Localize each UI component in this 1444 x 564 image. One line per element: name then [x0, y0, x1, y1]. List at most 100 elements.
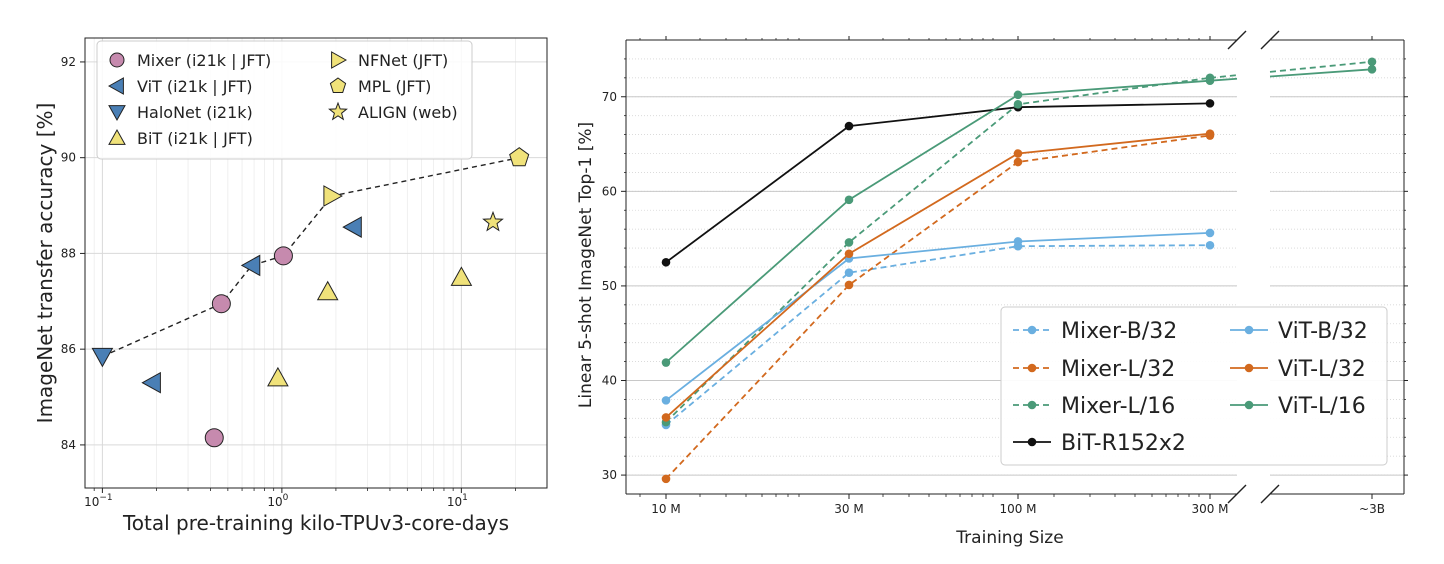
right-legend-frame [1000, 306, 1388, 466]
left-legend-frame [96, 40, 473, 160]
left-chart: 10−1 100 101 84 86 88 90 92 Mixer (i21k | JFT) V… [33, 37, 548, 535]
left-x-tick-label: 101 [447, 493, 468, 509]
right-chart: 30 40 50 60 70 10 M 30 M 100 M 300 M ~3B Mixer-B/… [576, 30, 1408, 548]
right-y-tick-label: 60 [602, 184, 617, 198]
point-nfnet-jft [323, 185, 343, 207]
legend-label-bit-i21k-jft: BiT (i21k | JFT) [137, 129, 253, 148]
left-y-tick-label: 92 [61, 55, 76, 69]
right-x-tick-label: 30 M [834, 502, 863, 516]
legend-label-halonet-i21k: HaloNet (i21k) [137, 103, 253, 122]
legend-marker-vit-b-32 [1244, 325, 1254, 335]
series-extension-vit-l-16 [1209, 77, 1238, 82]
legend-label-mixer-l-32: Mixer-L/32 [1061, 357, 1175, 382]
legend-marker-mixer-i21k-jft [109, 52, 125, 68]
series-line-vit-b-32 [665, 232, 1211, 402]
legend-marker-nfnet-jft [331, 51, 348, 69]
right-x-axis-label: Training Size [955, 528, 1063, 548]
frontier-line [102, 157, 520, 358]
right-y-tick-label: 50 [602, 279, 617, 293]
point-bit-i21k-jft [316, 280, 339, 301]
point-mixer-l-16 [844, 238, 854, 247]
point-bit-r152x2 [1205, 99, 1215, 108]
left-x-tick-label: 10−1 [84, 493, 113, 509]
point-mixer-l-32 [844, 280, 854, 290]
legend-marker-mixer-l-32 [1027, 363, 1037, 373]
right-x-tick-label: 10 M [651, 502, 680, 516]
legend-marker-align-web [328, 101, 348, 121]
right-y-axis-label: Linear 5-shot ImageNet Top-1 [%] [576, 122, 596, 408]
legend-marker-vit-l-16 [1244, 400, 1254, 410]
axis-break-mark [1227, 30, 1247, 50]
left-plot-frame [84, 37, 548, 489]
series-line-mixer-l-16 [665, 76, 1211, 423]
legend-label-mixer-l-16: Mixer-L/16 [1061, 394, 1175, 419]
point-mixer-i21k-jft [273, 246, 293, 266]
point-vit-b-32 [1205, 228, 1215, 238]
legend-label-mixer-i21k-jft: Mixer (i21k | JFT) [137, 51, 271, 70]
legend-marker-mpl-jft [329, 77, 347, 93]
point-vit-l-16 [1013, 90, 1023, 100]
left-x-tick-label: 100 [267, 493, 288, 509]
right-ticks: 30 40 50 60 70 10 M 30 M 100 M 300 M ~3B [602, 36, 1408, 516]
left-x-axis-label: Total pre-training kilo-TPUv3-core-days [122, 511, 509, 535]
right-x-tick-label: 300 M [1191, 502, 1228, 516]
point-vit-b-32 [661, 396, 671, 405]
legend-label-mixer-b-32: Mixer-B/32 [1061, 319, 1177, 344]
point-mixer-i21k-jft [211, 294, 231, 314]
series-extension-vit-l-16 [1269, 68, 1373, 78]
point-vit-i21k-jft [342, 216, 362, 238]
point-vit-l-16 [1205, 76, 1215, 85]
legend-label-bit-r152x2: BiT-R152x2 [1061, 431, 1186, 456]
legend-label-align-web: ALIGN (web) [358, 103, 458, 122]
series-extension-mixer-l-16 [1209, 74, 1238, 79]
series-line-mixer-b-32 [665, 244, 1211, 426]
legend-marker-mixer-b-32 [1027, 325, 1037, 335]
point-halonet-i21k [91, 347, 114, 368]
axis-break-mark [1260, 484, 1280, 504]
legend-label-nfnet-jft: NFNet (JFT) [358, 51, 448, 70]
legend-marker-halonet-i21k [108, 105, 126, 122]
point-mixer-i21k-jft [204, 428, 224, 448]
point-vit-l-32 [1205, 129, 1215, 138]
left-y-tick-label: 84 [61, 438, 76, 452]
legend-label-vit-i21k-jft: ViT (i21k | JFT) [137, 77, 252, 96]
right-x-tick-label: 100 M [999, 502, 1036, 516]
left-ticks: 10−1 100 101 84 86 88 90 92 [61, 55, 516, 509]
right-x-tick-label: ~3B [1359, 502, 1385, 516]
left-y-tick-label: 86 [61, 342, 76, 356]
left-y-axis-label: ImageNet transfer accuracy [%] [33, 103, 57, 424]
axis-break-mark [1260, 30, 1280, 50]
point-vit-l-32 [1013, 149, 1023, 158]
point-bit-r152x2 [661, 257, 671, 267]
series-line-vit-l-16 [665, 79, 1211, 364]
series-line-vit-l-32 [665, 132, 1211, 419]
point-vit-l-16 [1367, 65, 1377, 74]
point-align-web [482, 210, 504, 232]
legend-label-vit-l-16: ViT-L/16 [1278, 394, 1366, 419]
left-y-tick-label: 88 [61, 246, 76, 260]
series-line-bit-r152x2 [665, 102, 1211, 264]
right-lines [661, 57, 1377, 484]
legend-marker-vit-l-32 [1244, 363, 1254, 373]
legend-label-vit-l-32: ViT-L/32 [1278, 357, 1366, 382]
legend-marker-mixer-l-16 [1027, 400, 1037, 410]
point-mixer-l-16 [1367, 57, 1377, 67]
left-marks [91, 147, 530, 448]
point-bit-i21k-jft [450, 266, 473, 286]
left-frontier [102, 157, 520, 358]
right-y-tick-label: 70 [602, 90, 617, 104]
point-vit-l-32 [844, 249, 854, 259]
point-mixer-l-32 [1013, 157, 1023, 167]
point-bit-i21k-jft [267, 366, 289, 387]
point-vit-l-16 [661, 358, 671, 367]
legend-marker-bit-r152x2 [1027, 437, 1037, 447]
point-vit-b-32 [1013, 237, 1023, 246]
legend-marker-bit-i21k-jft [108, 128, 126, 145]
point-bit-r152x2 [844, 121, 854, 131]
axis-break-mark [1227, 484, 1247, 504]
point-vit-i21k-jft [240, 254, 261, 277]
point-mixer-l-32 [661, 474, 671, 484]
right-y-tick-label: 30 [602, 468, 617, 482]
legend-label-vit-b-32: ViT-B/32 [1278, 319, 1368, 344]
